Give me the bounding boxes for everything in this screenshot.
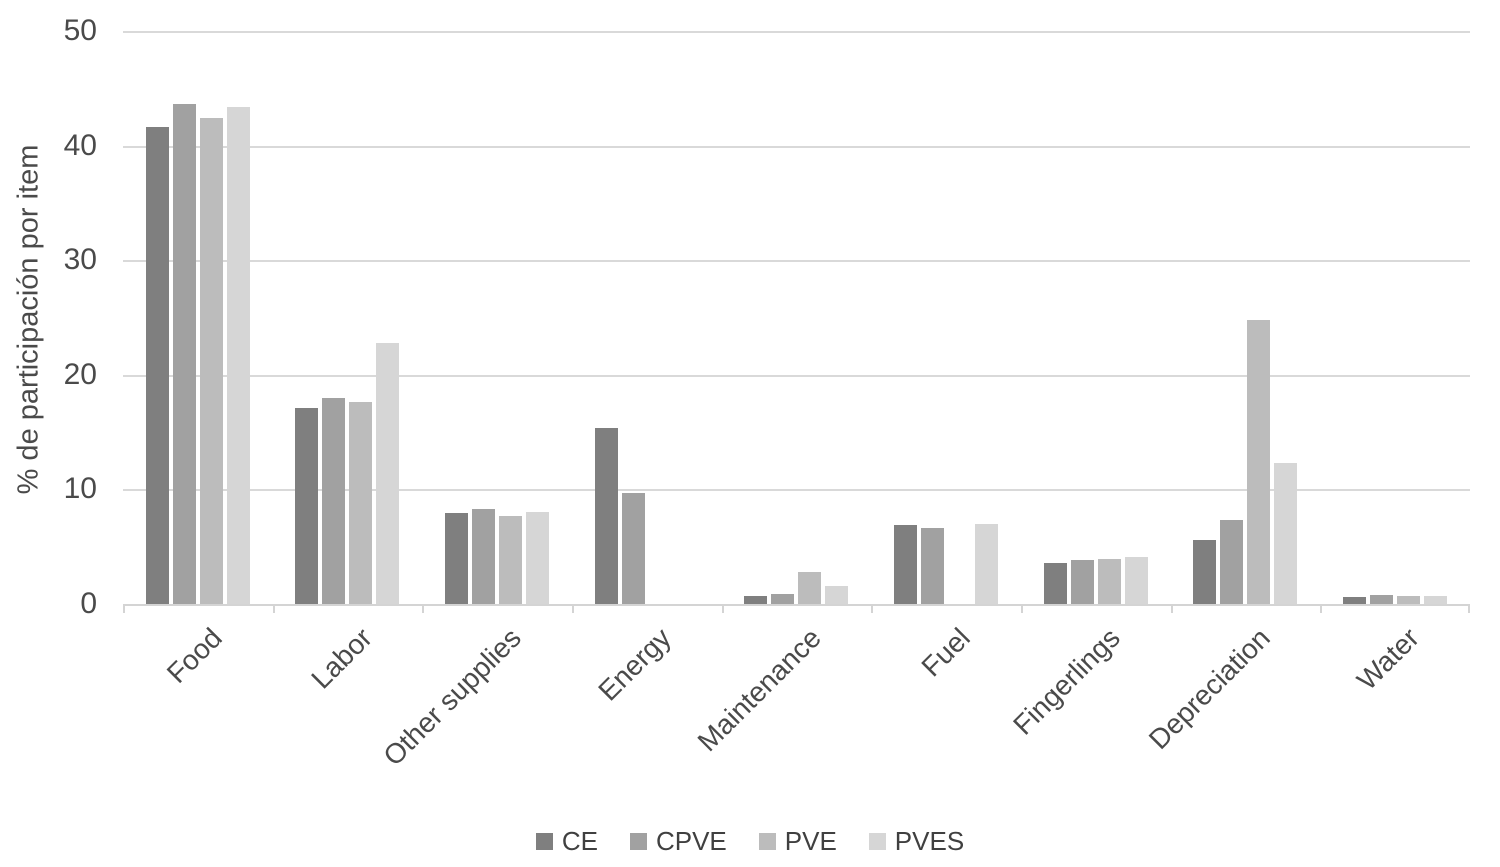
- legend-item-pve: PVE: [758, 826, 837, 857]
- bar-group-energy: [572, 31, 722, 604]
- plot-area: [123, 31, 1470, 613]
- x-axis-tick: [272, 604, 275, 613]
- bar-pve-fingerlings: [1097, 559, 1121, 604]
- legend-swatch-cpve: [629, 833, 647, 850]
- x-axis-tick: [1170, 604, 1173, 613]
- bar-ce-other-supplies: [445, 513, 469, 604]
- bar-ce-food: [145, 127, 169, 604]
- gridline-50: [123, 31, 1470, 33]
- legend-label-pves: PVES: [894, 826, 965, 856]
- x-axis-tick: [721, 604, 724, 613]
- bar-ce-labor: [295, 408, 319, 604]
- bar-group-food: [123, 31, 273, 604]
- gridline-20: [123, 374, 1470, 377]
- legend-label-pve: PVE: [784, 826, 837, 856]
- bar-pve-depreciation: [1247, 320, 1271, 604]
- bar-pve-maintenance: [798, 572, 822, 604]
- bar-ce-fingerlings: [1043, 563, 1067, 604]
- y-tick-label-40: 40: [63, 128, 97, 162]
- legend-item-cpve: CPVE: [629, 826, 727, 857]
- bar-group-maintenance: [722, 31, 872, 604]
- bar-pves-depreciation: [1274, 463, 1298, 604]
- bar-pve-water: [1397, 596, 1421, 604]
- legend-swatch-pves: [868, 833, 886, 850]
- bar-pve-labor: [349, 402, 373, 604]
- bar-pves-fuel: [975, 524, 999, 604]
- bar-cpve-other-supplies: [472, 509, 496, 604]
- gridline-40: [123, 145, 1470, 148]
- bar-pves-water: [1424, 596, 1448, 604]
- bar-group-depreciation: [1171, 31, 1321, 604]
- y-tick-label-50: 50: [63, 14, 97, 47]
- legend-swatch-ce: [535, 833, 553, 850]
- bar-cpve-food: [172, 104, 196, 604]
- bar-group-fingerlings: [1021, 31, 1171, 604]
- legend: CE CPVE PVE PVES: [0, 826, 1500, 857]
- bar-pves-fingerlings: [1124, 557, 1148, 604]
- x-axis-tick: [1320, 604, 1323, 613]
- bar-pve-other-supplies: [499, 516, 523, 604]
- bar-ce-energy: [594, 428, 618, 604]
- bar-cpve-fingerlings: [1070, 560, 1094, 604]
- y-axis-tick-labels: 0 10 20 30 40 50: [0, 0, 100, 660]
- bar-ce-maintenance: [744, 596, 768, 604]
- x-axis-tick: [572, 604, 574, 613]
- gridline-10: [123, 489, 1470, 492]
- bar-cpve-labor: [322, 398, 346, 604]
- bar-group-fuel: [871, 31, 1021, 604]
- y-tick-label-10: 10: [63, 472, 97, 506]
- bar-group-labor: [273, 31, 423, 604]
- legend-label-cpve: CPVE: [655, 826, 727, 856]
- x-axis-tick: [1468, 604, 1470, 613]
- y-tick-label-30: 30: [63, 243, 97, 277]
- y-tick-label-0: 0: [80, 587, 97, 620]
- bar-pve-food: [199, 118, 223, 604]
- bar-ce-water: [1343, 597, 1367, 604]
- x-axis-tick: [422, 604, 425, 613]
- bar-pves-other-supplies: [526, 512, 550, 604]
- bar-pves-labor: [376, 343, 400, 604]
- x-axis-labels: Food Labor Other supplies Energy Maintenance…: [123, 606, 1470, 806]
- x-axis-tick: [1021, 604, 1023, 613]
- bar-group-water: [1320, 31, 1470, 604]
- x-axis-tick: [123, 604, 125, 613]
- bar-cpve-fuel: [921, 528, 945, 604]
- y-tick-label-20: 20: [63, 357, 97, 391]
- bar-cpve-water: [1370, 595, 1394, 604]
- legend-swatch-pve: [758, 833, 776, 850]
- x-axis-tick: [871, 604, 874, 613]
- bar-ce-fuel: [894, 525, 918, 604]
- bar-cpve-depreciation: [1220, 520, 1244, 604]
- legend-item-ce: CE: [535, 826, 598, 857]
- gridline-30: [123, 260, 1470, 263]
- bar-ce-depreciation: [1193, 540, 1217, 604]
- bar-pves-food: [226, 107, 250, 604]
- bar-group-other-supplies: [422, 31, 572, 604]
- bar-cpve-maintenance: [771, 594, 795, 604]
- legend-label-ce: CE: [561, 826, 598, 856]
- bar-cpve-energy: [621, 493, 645, 604]
- bar-pves-maintenance: [825, 586, 849, 604]
- legend-item-pves: PVES: [868, 826, 965, 857]
